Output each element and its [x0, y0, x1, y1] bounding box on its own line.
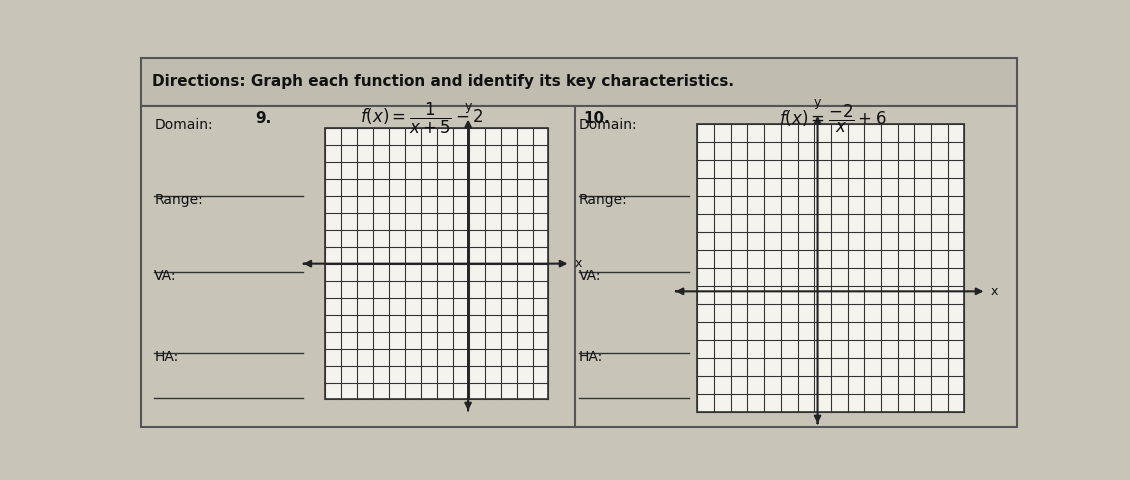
Bar [325, 128, 548, 399]
Text: Range:: Range: [579, 193, 628, 207]
Text: y: y [464, 100, 471, 113]
Bar [141, 106, 1017, 427]
Text: Domain:: Domain: [579, 118, 637, 132]
Bar [141, 58, 1017, 106]
Text: Directions: Graph each function and identify its key characteristics.: Directions: Graph each function and iden… [151, 74, 733, 89]
Text: HA:: HA: [155, 350, 179, 364]
Text: $f(x) = \dfrac{-2}{x} + 6$: $f(x) = \dfrac{-2}{x} + 6$ [780, 102, 887, 135]
Text: VA:: VA: [155, 269, 177, 283]
Text: y: y [814, 96, 822, 109]
Text: x: x [991, 285, 998, 298]
Text: Range:: Range: [155, 193, 203, 207]
Text: HA:: HA: [579, 350, 603, 364]
Bar [697, 124, 964, 412]
Text: VA:: VA: [579, 269, 601, 283]
Text: 10.: 10. [583, 111, 610, 126]
Text: Domain:: Domain: [155, 118, 214, 132]
Text: $f(x) = \dfrac{1}{x+5} - 2$: $f(x) = \dfrac{1}{x+5} - 2$ [359, 101, 484, 136]
Text: 9.: 9. [255, 111, 271, 126]
Text: x: x [575, 257, 582, 270]
